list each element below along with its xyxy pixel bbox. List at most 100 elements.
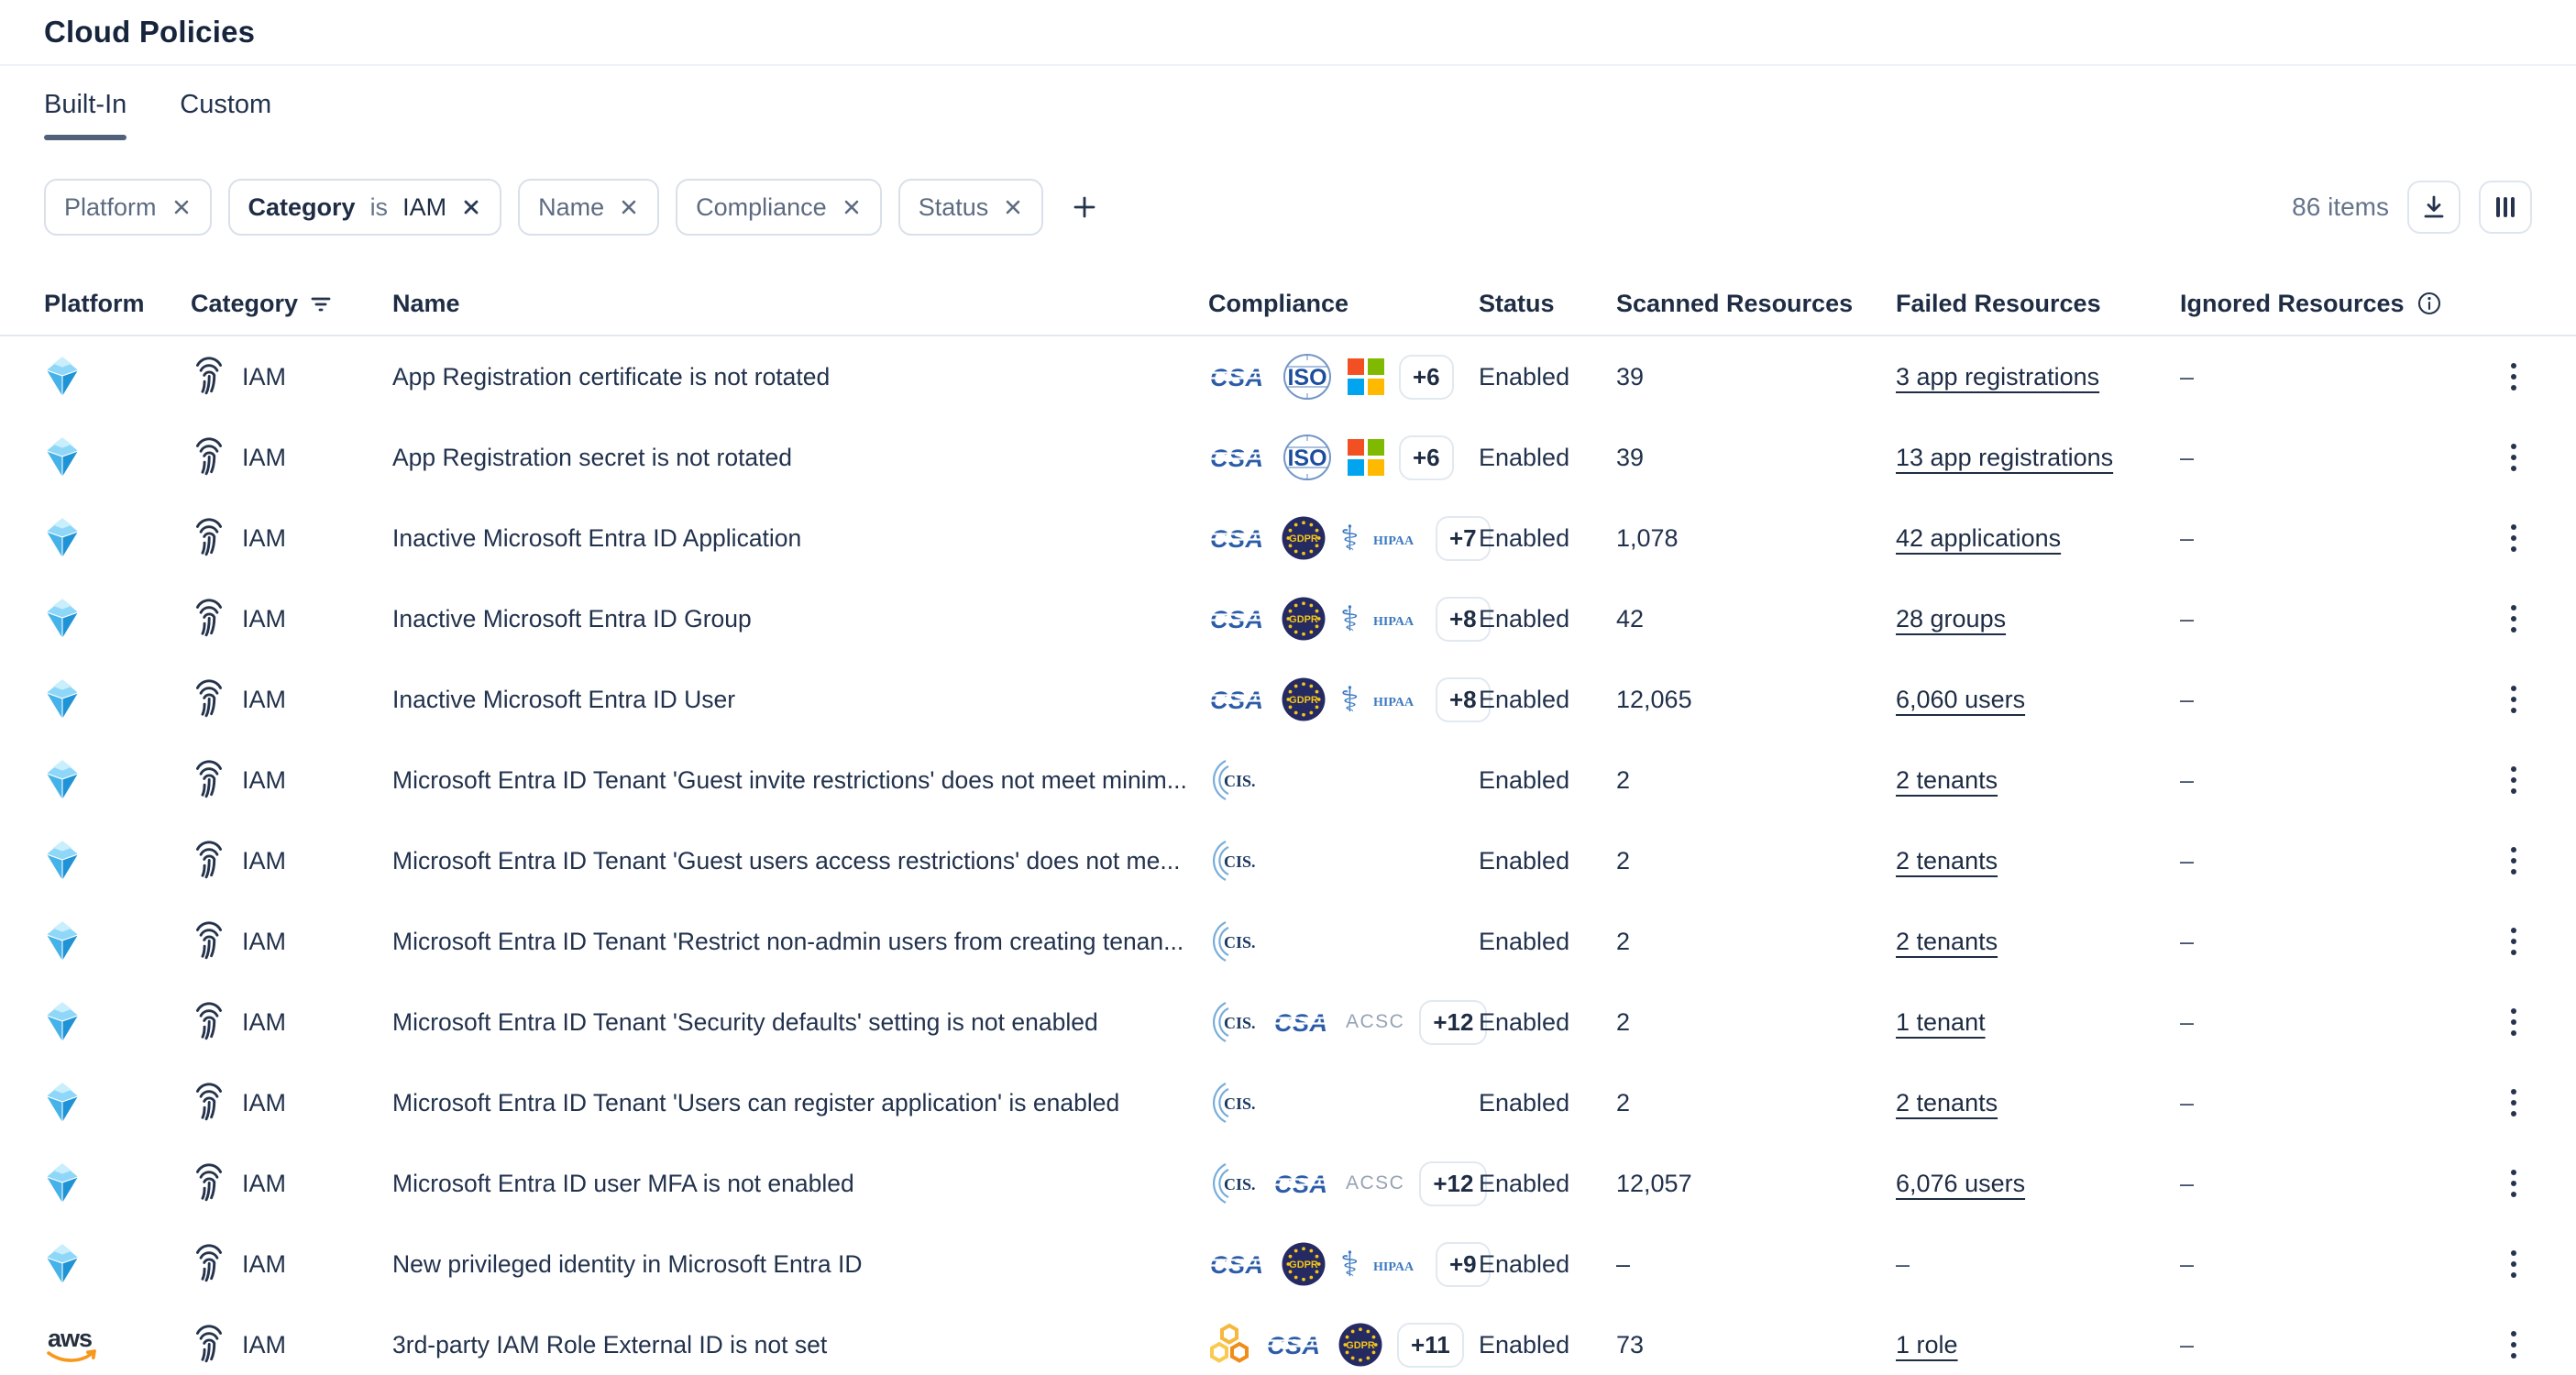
more-compliance-badge[interactable]: +12 (1419, 1160, 1488, 1206)
compliance-cell: CIS. CSA ACSC +12 (1208, 998, 1488, 1046)
category-label: IAM (242, 685, 287, 713)
cis-badge-icon: CIS. (1208, 918, 1258, 965)
iam-fingerprint-icon (191, 678, 227, 720)
filter-icon[interactable] (309, 292, 333, 315)
azure-icon (44, 597, 191, 641)
column-header-ignored-resources[interactable]: Ignored Resources (2180, 290, 2473, 318)
failed-resources-link[interactable]: 1 role (1896, 1330, 1958, 1358)
policy-name[interactable]: Microsoft Entra ID Tenant 'Guest users a… (392, 846, 1181, 874)
row-menu-button[interactable] (2495, 1321, 2532, 1369)
tab-custom[interactable]: Custom (180, 90, 272, 119)
failed-resources-cell: 3 app registrations (1896, 363, 2180, 391)
failed-resources-link[interactable]: 3 app registrations (1896, 362, 2100, 390)
add-filter-button[interactable] (1063, 186, 1106, 228)
row-menu-button[interactable] (2495, 676, 2532, 723)
row-menu-button[interactable] (2495, 918, 2532, 965)
column-header-status[interactable]: Status (1479, 290, 1616, 318)
policy-name[interactable]: Microsoft Entra ID Tenant 'Users can reg… (392, 1088, 1120, 1116)
filter-chip-category[interactable]: Category is IAM (227, 179, 502, 236)
policy-name[interactable]: Microsoft Entra ID Tenant 'Guest invite … (392, 765, 1187, 794)
row-menu-button[interactable] (2495, 514, 2532, 562)
failed-resources-cell: 2 tenants (1896, 1089, 2180, 1117)
policy-name[interactable]: 3rd-party IAM Role External ID is not se… (392, 1330, 828, 1358)
row-actions-cell (2473, 837, 2532, 885)
policy-name[interactable]: Inactive Microsoft Entra ID User (392, 685, 736, 713)
category-label: IAM (242, 1088, 287, 1116)
columns-button[interactable] (2479, 181, 2532, 234)
ignored-resources-empty: – (2180, 927, 2195, 955)
failed-resources-link[interactable]: 2 tenants (1896, 765, 1998, 794)
filter-chip-platform[interactable]: Platform (44, 179, 212, 236)
category-cell: IAM (191, 840, 392, 882)
iam-fingerprint-icon (191, 920, 227, 962)
failed-resources-empty: – (1896, 1249, 1910, 1278)
close-icon[interactable] (171, 197, 192, 217)
failed-resources-link[interactable]: 2 tenants (1896, 927, 1998, 955)
more-compliance-badge[interactable]: +6 (1399, 354, 1454, 400)
download-button[interactable] (2407, 181, 2460, 234)
failed-resources-link[interactable]: 2 tenants (1896, 1088, 1998, 1116)
close-icon[interactable] (461, 197, 481, 217)
filter-chip-status[interactable]: Status (897, 179, 1044, 236)
column-header-name[interactable]: Name (392, 290, 1208, 318)
scanned-resources-value: 2 (1616, 765, 1631, 794)
column-header-category[interactable]: Category (191, 290, 392, 318)
more-compliance-badge[interactable]: +11 (1397, 1322, 1464, 1368)
policy-name[interactable]: Inactive Microsoft Entra ID Application (392, 523, 802, 552)
column-header-compliance[interactable]: Compliance (1208, 290, 1479, 318)
row-menu-button[interactable] (2495, 1240, 2532, 1288)
acsc-badge-icon: ACSC (1346, 1172, 1405, 1194)
more-compliance-badge[interactable]: +8 (1436, 676, 1491, 722)
column-header-scanned-resources[interactable]: Scanned Resources (1616, 290, 1896, 318)
ignored-resources-empty: – (2180, 1007, 2195, 1036)
csa-badge-icon: CSA (1208, 360, 1267, 393)
column-header-failed-resources[interactable]: Failed Resources (1896, 290, 2180, 318)
filter-chip-compliance[interactable]: Compliance (676, 179, 882, 236)
csa-badge-icon: CSA (1272, 1167, 1331, 1200)
more-compliance-badge[interactable]: +8 (1436, 596, 1491, 642)
column-header-label: Scanned Resources (1616, 289, 1854, 317)
row-menu-button[interactable] (2495, 434, 2532, 481)
row-menu-button[interactable] (2495, 837, 2532, 885)
row-menu-button[interactable] (2495, 756, 2532, 804)
policy-name[interactable]: Inactive Microsoft Entra ID Group (392, 604, 752, 632)
row-menu-button[interactable] (2495, 1079, 2532, 1127)
row-menu-button[interactable] (2495, 1160, 2532, 1207)
column-header-label: Compliance (1208, 289, 1349, 317)
filter-chip-name[interactable]: Name (518, 179, 660, 236)
category-cell: IAM (191, 759, 392, 801)
failed-resources-link[interactable]: 13 app registrations (1896, 443, 2114, 471)
more-compliance-badge[interactable]: +6 (1399, 434, 1454, 480)
failed-resources-link[interactable]: 6,076 users (1896, 1169, 2026, 1197)
more-compliance-badge[interactable]: +9 (1436, 1241, 1491, 1287)
row-menu-button[interactable] (2495, 595, 2532, 643)
failed-resources-link[interactable]: 42 applications (1896, 523, 2062, 552)
row-menu-button[interactable] (2495, 353, 2532, 401)
policy-name[interactable]: Microsoft Entra ID Tenant 'Security defa… (392, 1007, 1098, 1036)
failed-resources-link[interactable]: 2 tenants (1896, 846, 1998, 874)
close-icon[interactable] (842, 197, 862, 217)
policy-name[interactable]: Microsoft Entra ID Tenant 'Restrict non-… (392, 927, 1184, 955)
failed-resources-cell: 2 tenants (1896, 928, 2180, 956)
failed-resources-link[interactable]: 28 groups (1896, 604, 2007, 632)
failed-resources-link[interactable]: 1 tenant (1896, 1007, 1986, 1036)
svg-text:GDPR: GDPR (1346, 1340, 1375, 1351)
policy-name[interactable]: Microsoft Entra ID user MFA is not enabl… (392, 1169, 854, 1197)
column-header-platform[interactable]: Platform (44, 290, 191, 318)
close-icon[interactable] (619, 197, 639, 217)
status-value: Enabled (1479, 927, 1570, 955)
policy-name[interactable]: App Registration secret is not rotated (392, 443, 793, 471)
category-label: IAM (242, 523, 287, 552)
category-cell: IAM (191, 1162, 392, 1204)
ignored-resources-cell: – (2180, 444, 2473, 472)
policy-name[interactable]: New privileged identity in Microsoft Ent… (392, 1249, 863, 1278)
svg-text:GDPR: GDPR (1289, 695, 1318, 706)
close-icon[interactable] (1003, 197, 1023, 217)
failed-resources-link[interactable]: 6,060 users (1896, 685, 2026, 713)
category-cell: IAM (191, 598, 392, 640)
policy-name[interactable]: App Registration certificate is not rota… (392, 362, 831, 390)
tab-built-in[interactable]: Built-In (44, 90, 127, 140)
more-compliance-badge[interactable]: +7 (1436, 515, 1491, 561)
row-menu-button[interactable] (2495, 998, 2532, 1046)
more-compliance-badge[interactable]: +12 (1419, 999, 1488, 1045)
